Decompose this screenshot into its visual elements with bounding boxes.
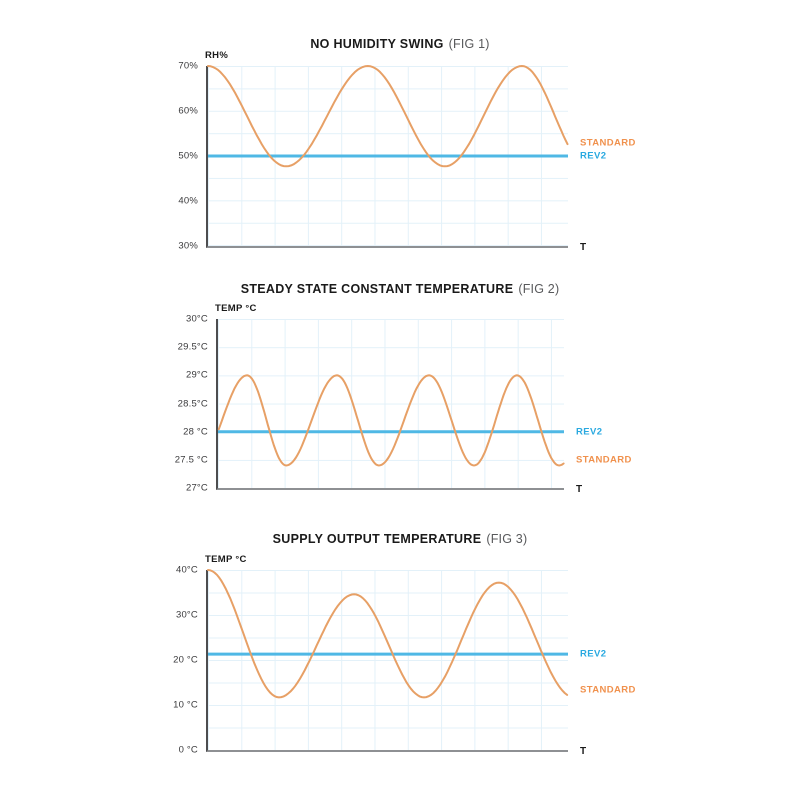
plot-area: TEMP °C STANDARD REV2 T 30°C 29.5°C 29°C 28… — [175, 303, 632, 495]
chart-title-text: NO HUMIDITY SWING — [310, 37, 444, 51]
y-tick-label: 27°C — [185, 482, 208, 494]
x-axis-label: T — [576, 484, 583, 495]
y-tick-label: 10 °C — [173, 699, 198, 711]
y-tick-label: 20 °C — [173, 654, 198, 666]
y-tick-label: 40°C — [175, 564, 198, 576]
y-tick-label: 28.5°C — [177, 398, 208, 409]
chart-title: SUPPLY OUTPUT TEMPERATURE (FIG 3) — [0, 532, 800, 546]
y-tick-label: 29.5°C — [177, 341, 208, 353]
y-tick-label: 30% — [178, 240, 198, 252]
y-tick-label: 50% — [178, 150, 198, 162]
series-label-standard: STANDARD — [580, 684, 636, 696]
x-axis-label: T — [580, 242, 587, 253]
chart-title: STEADY STATE CONSTANT TEMPERATURE (FIG 2) — [0, 282, 800, 296]
chart-title-text: STEADY STATE CONSTANT TEMPERATURE — [240, 282, 514, 296]
chart-lines — [217, 374, 565, 467]
y-tick-label: 29°C — [185, 369, 208, 381]
y-tick-label: 30°C — [185, 313, 208, 325]
x-axis-label: T — [580, 746, 587, 757]
chart-lines — [207, 569, 569, 699]
chart-title-text: SUPPLY OUTPUT TEMPERATURE — [272, 532, 482, 546]
chart-title: NO HUMIDITY SWING (FIG 1) — [0, 37, 800, 51]
series-label-standard: STANDARD — [580, 137, 636, 148]
chart-lines — [207, 64, 569, 168]
series-label-rev2: REV2 — [580, 648, 607, 660]
y-tick-label: 70% — [178, 60, 198, 72]
y-tick-label: 60% — [178, 105, 198, 117]
y-tick-label: 27.5 °C — [174, 454, 208, 466]
plot-area: RH% STANDARD REV2 T 70% 60% 50% 40% 30% — [178, 50, 635, 253]
chart-fig-label: (FIG 1) — [448, 37, 490, 51]
series-label-rev2: REV2 — [580, 150, 607, 162]
y-tick-label: 40% — [178, 195, 198, 207]
chart-fig-label: (FIG 3) — [486, 532, 528, 546]
y-axis-title: RH% — [205, 50, 229, 61]
series-label-rev2: REV2 — [576, 426, 603, 438]
plot-area: TEMP °C STANDARD REV2 T 40°C 30°C 20 °C 10 … — [173, 554, 635, 757]
y-tick-label: 30°C — [175, 609, 198, 621]
series-label-standard: STANDARD — [576, 454, 632, 466]
y-axis-title: TEMP °C — [215, 303, 257, 314]
y-tick-label: 0 °C — [178, 744, 198, 756]
y-axis-title: TEMP °C — [205, 554, 247, 565]
chart-fig-label: (FIG 2) — [518, 282, 560, 296]
y-tick-label: 28 °C — [183, 426, 208, 438]
